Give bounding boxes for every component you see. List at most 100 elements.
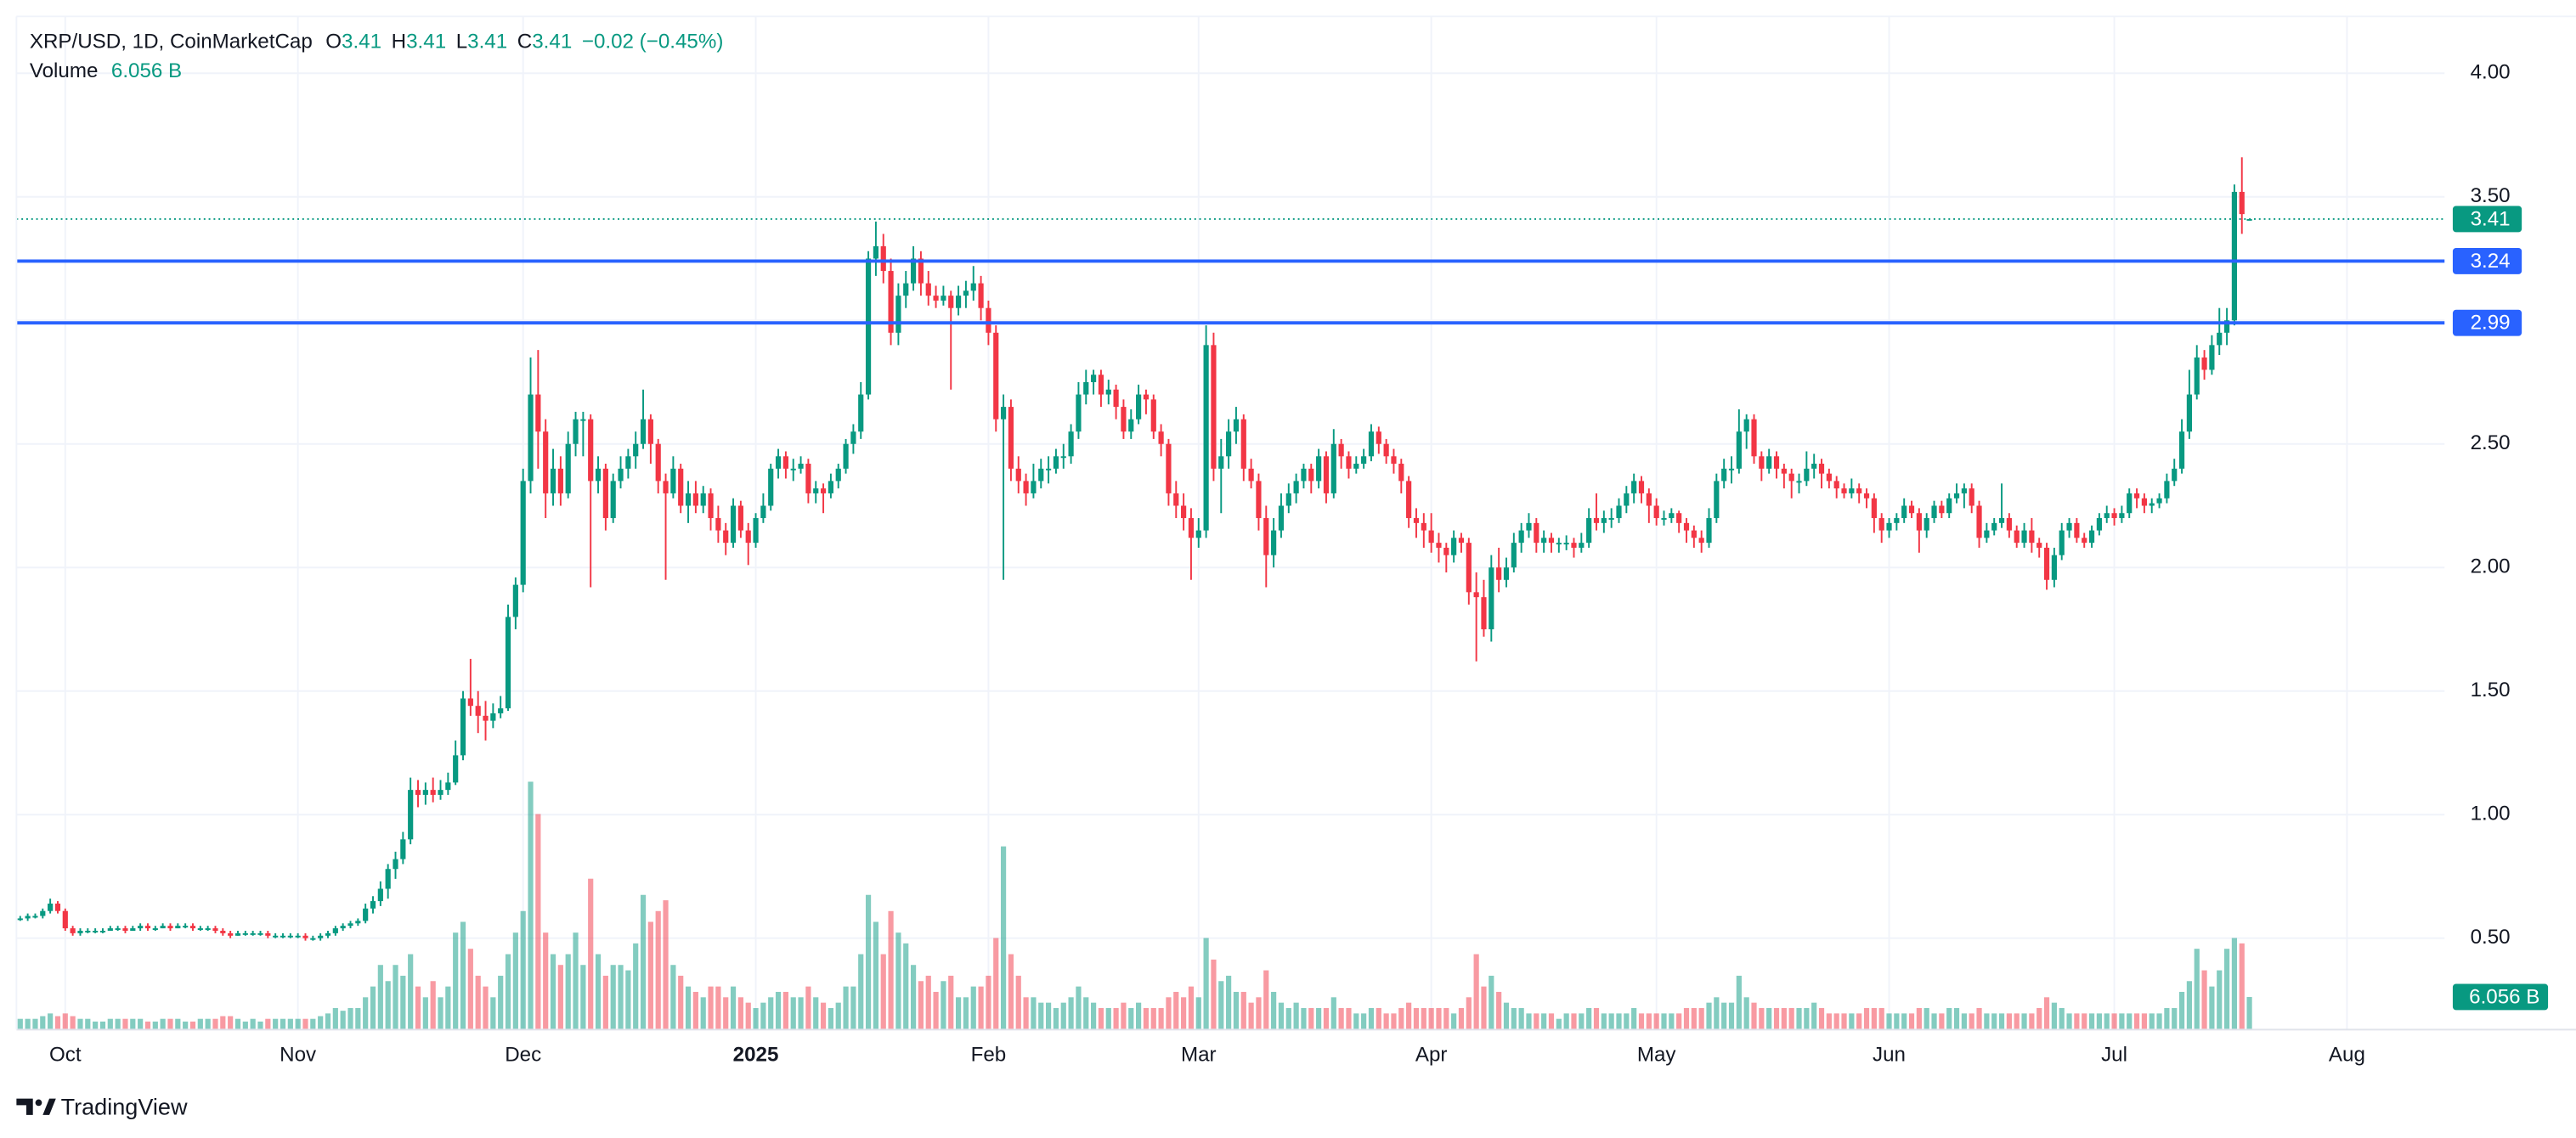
- volume-bar: [678, 975, 684, 1030]
- volume-bar: [2127, 1013, 2133, 1030]
- volume-bar: [1068, 997, 1074, 1030]
- x-tick-label: Dec: [505, 1044, 541, 1067]
- candle-body: [2029, 530, 2035, 544]
- candle-body: [2178, 431, 2185, 469]
- volume-bar: [1998, 1013, 2005, 1030]
- candle-body: [1068, 431, 1074, 457]
- volume-bar: [1181, 997, 1187, 1030]
- volume-bar: [1894, 1013, 1900, 1030]
- volume-bar: [2178, 991, 2185, 1030]
- volume-bar: [1031, 997, 1037, 1030]
- volume-bar: [1316, 1007, 1322, 1030]
- volume-bar: [1060, 1002, 1066, 1030]
- candle-body: [1646, 493, 1652, 506]
- volume-bar: [685, 986, 692, 1030]
- volume-title: Volume: [30, 59, 99, 82]
- volume-bar: [610, 965, 616, 1030]
- volume-bar: [1579, 1013, 1585, 1030]
- candle-body: [2223, 320, 2230, 333]
- volume-bar: [753, 1007, 759, 1030]
- volume-bar: [2006, 1013, 2012, 1030]
- candle-body: [1886, 522, 1892, 531]
- candle-body: [663, 481, 669, 493]
- volume-bar: [183, 1021, 189, 1030]
- volume-bar: [2088, 1013, 2095, 1030]
- volume-bar: [62, 1013, 68, 1030]
- candle-body: [54, 903, 61, 911]
- volume-bar: [941, 981, 946, 1030]
- candle-body: [1518, 530, 1524, 544]
- candle-body: [1023, 481, 1029, 493]
- volume-bar: [1413, 1007, 1420, 1030]
- candle-body: [1526, 522, 1532, 531]
- candle-body: [1121, 407, 1127, 432]
- volume-bar: [445, 986, 451, 1030]
- volume-bar: [2217, 970, 2223, 1030]
- volume-bar: [978, 986, 984, 1030]
- volume-bar: [1376, 1007, 1381, 1030]
- candle-body: [40, 910, 46, 916]
- volume-bar: [850, 986, 856, 1030]
- volume-bar: [1188, 986, 1195, 1030]
- volume-bar: [228, 1016, 234, 1030]
- volume-bar: [1091, 1002, 1097, 1030]
- candle-body: [1045, 468, 1052, 470]
- volume-bar: [723, 997, 729, 1030]
- candle-body: [1466, 543, 1472, 593]
- volume-bar: [152, 1021, 158, 1030]
- candle-body: [1894, 518, 1900, 523]
- candle-body: [62, 910, 68, 929]
- candle-body: [1863, 493, 1870, 499]
- candle-body: [265, 932, 271, 936]
- volume-bar: [2186, 981, 2192, 1030]
- candle-body: [302, 935, 308, 938]
- volume-bar: [1953, 1007, 1960, 1030]
- volume-bar: [1946, 1007, 1952, 1030]
- candle-body: [250, 932, 256, 935]
- volume-bar: [1466, 997, 1472, 1030]
- candle-body: [602, 468, 608, 519]
- candle-body: [685, 493, 692, 506]
- candle-body: [828, 481, 833, 493]
- volume-bar: [647, 921, 653, 1030]
- candle-body: [490, 713, 496, 721]
- candle-body: [99, 930, 106, 932]
- candle-body: [467, 698, 473, 707]
- candle-body: [918, 258, 924, 284]
- candle-body: [941, 296, 946, 301]
- volume-bar: [1150, 1007, 1156, 1030]
- candle-body: [640, 419, 647, 444]
- candle-body: [310, 938, 316, 940]
- candle-body: [1195, 530, 1201, 538]
- volume-bar: [1458, 1007, 1465, 1030]
- volume-bar: [2029, 1013, 2035, 1030]
- candle-body: [580, 419, 586, 421]
- volume-bar: [1661, 1013, 1667, 1030]
- volume-bar: [2051, 1002, 2057, 1030]
- candle-body: [993, 332, 999, 420]
- volume-bar: [1113, 1007, 1119, 1030]
- candle-body: [1751, 419, 1757, 457]
- x-tick-label: Jun: [1873, 1044, 1906, 1067]
- volume-bar: [1443, 1007, 1449, 1030]
- candle-body: [1308, 468, 1314, 482]
- volume-bar: [1901, 1013, 1907, 1030]
- volume-bar: [1173, 991, 1179, 1030]
- candle-body: [32, 915, 38, 918]
- candle-body: [1871, 498, 1877, 519]
- volume-bar: [54, 1016, 61, 1030]
- candle-body: [1481, 597, 1487, 629]
- candle-body: [1428, 530, 1434, 544]
- volume-bar: [737, 997, 743, 1030]
- volume-bar: [865, 894, 872, 1030]
- candle-body: [850, 431, 856, 444]
- candle-body: [138, 926, 144, 929]
- volume-bar: [1766, 1007, 1772, 1030]
- volume-bar: [640, 894, 647, 1030]
- candle-body: [1624, 493, 1630, 506]
- candle-body: [610, 481, 616, 519]
- volume-bar: [2223, 949, 2230, 1030]
- candle-body: [1833, 481, 1839, 489]
- y-tick-label: 2.50: [2471, 431, 2511, 454]
- volume-bar: [287, 1018, 293, 1030]
